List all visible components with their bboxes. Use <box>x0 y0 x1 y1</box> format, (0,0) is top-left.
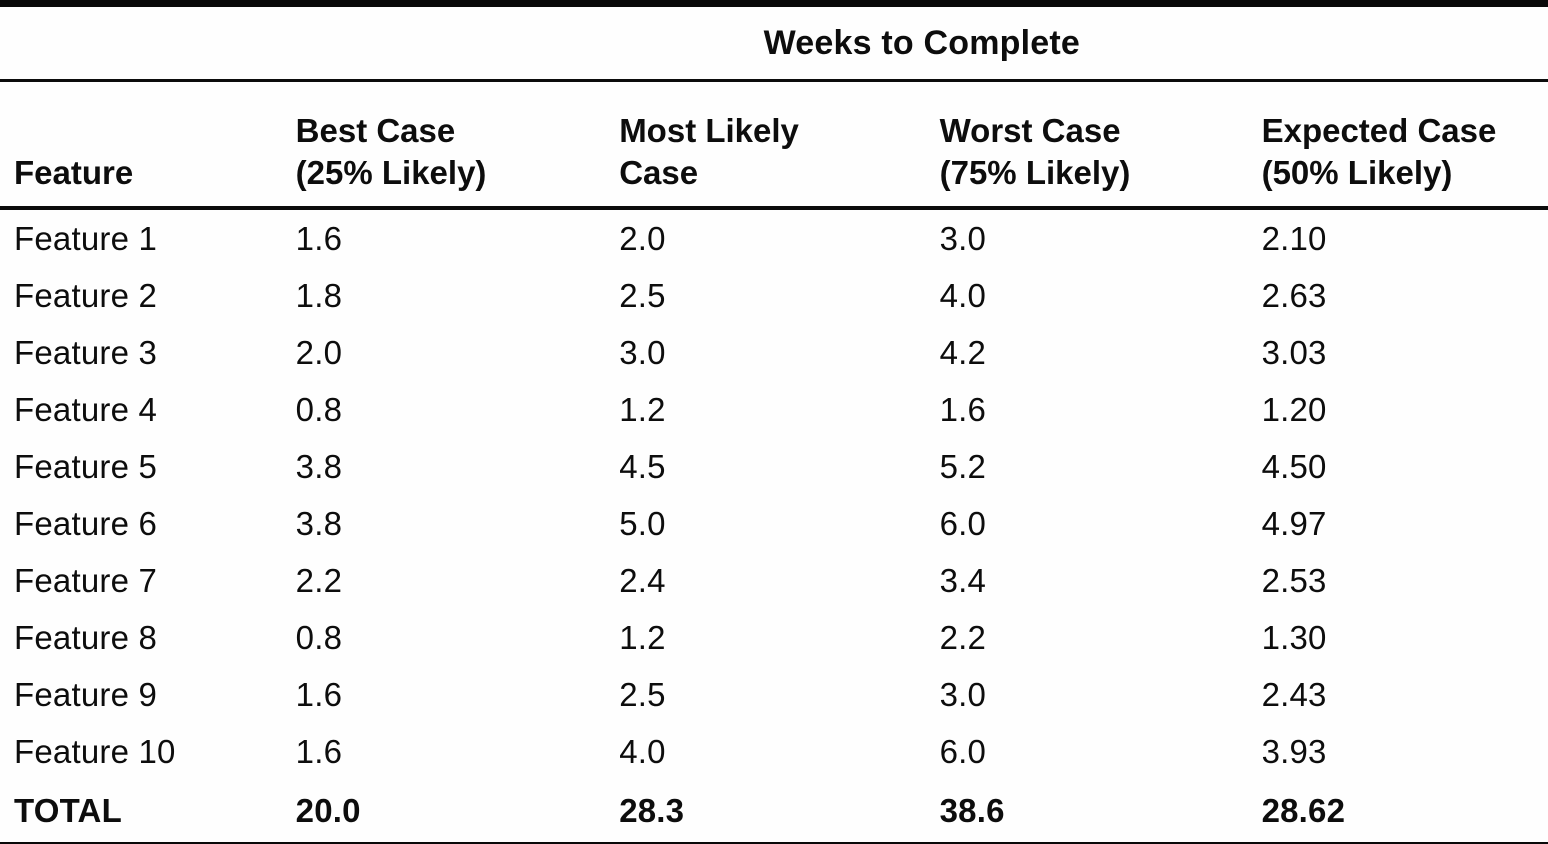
column-header-best-case: Best Case (25% Likely) <box>295 80 620 210</box>
table-title: Weeks to Complete <box>295 0 1548 82</box>
table-row: Feature 2 1.8 2.5 4.0 2.63 <box>0 267 1548 324</box>
table-row: Feature 10 1.6 4.0 6.0 3.93 <box>0 723 1548 780</box>
worst-case-cell: 3.4 <box>939 561 987 599</box>
most-likely-cell: 3.0 <box>619 333 666 371</box>
most-likely-cell: 1.2 <box>619 390 666 428</box>
expected-case-cell: 4.97 <box>1261 504 1327 542</box>
total-worst-case-cell: 38.6 <box>939 780 1262 844</box>
worst-case-cell: 4.2 <box>939 333 987 371</box>
best-case-cell: 1.6 <box>295 219 343 257</box>
total-row: TOTAL 20.0 28.3 38.6 28.62 <box>0 780 1548 844</box>
spanner-spacer <box>0 0 296 82</box>
best-case-cell: 2.2 <box>295 561 343 599</box>
feature-cell: Feature 6 <box>14 504 158 542</box>
column-header-label: Feature <box>14 153 134 191</box>
column-header-expected-case: Expected Case (50% Likely) <box>1261 80 1548 210</box>
expected-case-cell: 4.50 <box>1261 447 1327 485</box>
best-case-cell: 0.8 <box>295 390 343 428</box>
table-row: Feature 7 2.2 2.4 3.4 2.53 <box>0 552 1548 609</box>
worst-case-cell: 6.0 <box>939 732 987 770</box>
worst-case-cell: 2.2 <box>939 618 987 656</box>
expected-case-cell: 3.93 <box>1261 732 1327 770</box>
column-header-label: Worst Case <box>939 111 1121 149</box>
table-row: Feature 8 0.8 1.2 2.2 1.30 <box>0 609 1548 666</box>
most-likely-cell: 2.0 <box>619 219 666 257</box>
table-row: Feature 1 1.6 2.0 3.0 2.10 <box>0 208 1548 267</box>
column-header-most-likely: Most Likely Case <box>619 80 940 210</box>
column-header-sublabel: (75% Likely) <box>939 153 1131 191</box>
column-header-feature: Feature <box>0 80 296 210</box>
best-case-cell: 0.8 <box>295 618 343 656</box>
expected-case-cell: 2.53 <box>1261 561 1327 599</box>
feature-cell: Feature 8 <box>14 618 158 656</box>
column-header-worst-case: Worst Case (75% Likely) <box>939 80 1262 210</box>
worst-case-cell: 4.0 <box>939 276 987 314</box>
feature-cell: Feature 5 <box>14 447 158 485</box>
feature-cell: Feature 1 <box>14 219 158 257</box>
most-likely-cell: 4.5 <box>619 447 666 485</box>
expected-case-cell: 1.30 <box>1261 618 1327 656</box>
expected-case-cell: 2.63 <box>1261 276 1327 314</box>
column-header-label: Expected Case <box>1261 111 1497 149</box>
spanner-row: Weeks to Complete <box>0 0 1548 82</box>
column-header-row: Feature Best Case (25% Likely) Most Like… <box>0 80 1548 210</box>
best-case-cell: 1.8 <box>295 276 343 314</box>
column-header-sublabel: (25% Likely) <box>295 153 487 191</box>
total-expected-case-cell: 28.62 <box>1261 780 1548 844</box>
most-likely-cell: 4.0 <box>619 732 666 770</box>
expected-case-cell: 2.10 <box>1261 219 1327 257</box>
best-case-cell: 1.6 <box>295 675 343 713</box>
expected-case-cell: 2.43 <box>1261 675 1327 713</box>
best-case-cell: 2.0 <box>295 333 343 371</box>
worst-case-cell: 1.6 <box>939 390 987 428</box>
table-row: Feature 5 3.8 4.5 5.2 4.50 <box>0 438 1548 495</box>
column-header-sublabel: Case <box>619 153 699 191</box>
feature-cell: Feature 9 <box>14 675 158 713</box>
feature-cell: Feature 4 <box>14 390 158 428</box>
worst-case-cell: 3.0 <box>939 219 987 257</box>
table-row: Feature 6 3.8 5.0 6.0 4.97 <box>0 495 1548 552</box>
worst-case-cell: 6.0 <box>939 504 987 542</box>
total-most-likely-cell: 28.3 <box>619 780 940 844</box>
feature-cell: Feature 2 <box>14 276 158 314</box>
most-likely-cell: 2.5 <box>619 276 666 314</box>
worst-case-cell: 3.0 <box>939 675 987 713</box>
column-header-sublabel: (50% Likely) <box>1261 153 1453 191</box>
worst-case-cell: 5.2 <box>939 447 987 485</box>
column-header-label: Most Likely <box>619 111 799 149</box>
feature-cell: Feature 3 <box>14 333 158 371</box>
table-row: Feature 9 1.6 2.5 3.0 2.43 <box>0 666 1548 723</box>
table-row: Feature 4 0.8 1.2 1.6 1.20 <box>0 381 1548 438</box>
best-case-cell: 3.8 <box>295 504 343 542</box>
table-row: Feature 3 2.0 3.0 4.2 3.03 <box>0 324 1548 381</box>
best-case-cell: 1.6 <box>295 732 343 770</box>
most-likely-cell: 2.4 <box>619 561 666 599</box>
expected-case-cell: 1.20 <box>1261 390 1327 428</box>
most-likely-cell: 5.0 <box>619 504 666 542</box>
most-likely-cell: 1.2 <box>619 618 666 656</box>
best-case-cell: 3.8 <box>295 447 343 485</box>
feature-cell: Feature 7 <box>14 561 158 599</box>
total-best-case-cell: 20.0 <box>295 780 620 844</box>
column-header-label: Best Case <box>295 111 456 149</box>
total-label-cell: TOTAL <box>0 780 296 844</box>
most-likely-cell: 2.5 <box>619 675 666 713</box>
feature-cell: Feature 10 <box>14 732 176 770</box>
expected-case-cell: 3.03 <box>1261 333 1327 371</box>
